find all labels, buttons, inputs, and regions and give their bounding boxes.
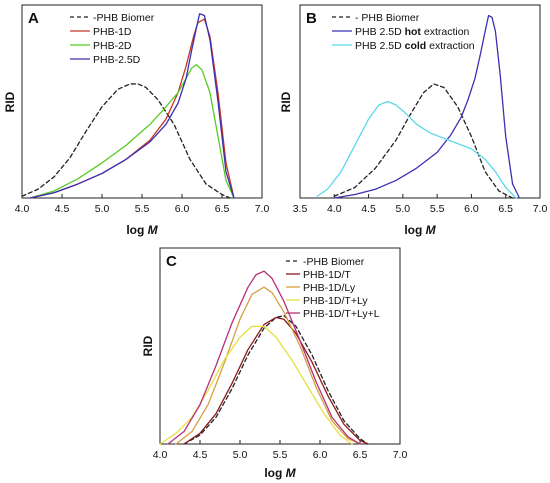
panel-b-legend: - PHB Biomer PHB 2.5D hot extraction PHB 2…	[332, 12, 475, 52]
panel-b-xlabel-var: M	[426, 223, 437, 237]
panel-c: C RID log M 4.0 4.5 5.0 5.5 6.0 6.5 7.0 -PHB B…	[141, 247, 408, 480]
panel-b-series-line-1	[333, 14, 521, 199]
panel-b-xtick-label: 7.0	[533, 203, 548, 215]
panel-c-xtick-label: 5.5	[273, 449, 288, 461]
panel-a: A RID log M 4.0 4.5 5.0 5.5 6.0 6.5 7.0 -PHB B…	[3, 4, 270, 237]
panel-b-legend-label-1: PHB 2.5D hot extraction	[355, 26, 470, 38]
panel-b-xtick-label: 5.5	[430, 203, 445, 215]
panel-a-xtick-label: 6.0	[175, 203, 190, 215]
panel-c-xtick-label: 5.0	[233, 449, 248, 461]
panel-c-xlabel-log: log	[264, 466, 282, 480]
panel-c-xtick-label: 7.0	[393, 449, 408, 461]
panel-a-xtick-label: 7.0	[255, 203, 270, 215]
panel-c-legend-label-2: PHB-1D/Ly	[303, 282, 356, 294]
panel-a-ticks: 4.0 4.5 5.0 5.5 6.0 6.5 7.0	[15, 194, 270, 215]
panel-a-letter: A	[28, 10, 39, 27]
panel-a-legend: -PHB Biomer PHB-1D PHB-2D PHB-2.5D	[70, 12, 155, 66]
panel-c-legend-label-3: PHB-1D/T+Ly	[303, 295, 368, 307]
panel-c-series-line-1	[183, 316, 369, 445]
panel-a-xtick-label: 4.0	[15, 203, 30, 215]
panel-a-curves	[21, 13, 235, 199]
panel-b-frame	[299, 4, 541, 199]
panel-b-xlabel: log M	[404, 223, 436, 237]
panel-b-xtick-label: 6.5	[498, 203, 513, 215]
panel-c-series-line-2	[175, 286, 361, 445]
panel-a-xlabel: log M	[126, 223, 158, 237]
panel-c-series-line-4	[167, 270, 361, 445]
panel-c-legend-label-1: PHB-1D/T	[303, 269, 351, 281]
panel-c-ticks: 4.0 4.5 5.0 5.5 6.0 6.5 7.0	[153, 440, 408, 461]
panel-a-ylabel: RID	[3, 91, 17, 112]
panel-a-legend-label-3: PHB-2.5D	[93, 54, 141, 66]
panel-b-legend-label-0: - PHB Biomer	[355, 12, 420, 24]
panel-a-legend-label-0: -PHB Biomer	[93, 12, 155, 24]
panel-a-legend-label-1: PHB-1D	[93, 26, 132, 38]
panel-c-xtick-label: 4.0	[153, 449, 168, 461]
panel-b-letter: B	[306, 10, 317, 27]
panel-c-frame	[159, 247, 401, 445]
panel-b-ylabel: RID	[279, 91, 293, 112]
panel-c-curves	[159, 270, 369, 445]
panel-b-xtick-label: 6.0	[464, 203, 479, 215]
panel-b-xtick-label: 3.5	[293, 203, 308, 215]
panel-a-xlabel-var: M	[148, 223, 159, 237]
panel-a-series-line-3	[29, 13, 235, 199]
panel-c-xtick-label: 4.5	[193, 449, 208, 461]
panel-a-xtick-label: 6.5	[215, 203, 230, 215]
panel-b-legend-label-2: PHB 2.5D cold extraction	[355, 40, 475, 52]
panel-c-series-line-0	[183, 315, 369, 445]
panel-b-xlabel-log: log	[404, 223, 422, 237]
panel-a-legend-label-2: PHB-2D	[93, 40, 132, 52]
panel-c-xtick-label: 6.5	[353, 449, 368, 461]
panel-c-ylabel: RID	[141, 335, 155, 356]
panel-b-ticks: 3.5 4.0 4.5 5.0 5.5 6.0 6.5 7.0	[293, 194, 548, 215]
panel-a-xlabel-log: log	[126, 223, 144, 237]
panel-c-xlabel-var: M	[286, 466, 297, 480]
panel-a-series-line-1	[29, 18, 235, 199]
panel-b-xtick-label: 5.0	[396, 203, 411, 215]
panel-c-xlabel: log M	[264, 466, 296, 480]
panel-c-legend-label-0: -PHB Biomer	[303, 256, 365, 268]
panel-a-series-line-2	[29, 64, 235, 199]
panel-a-series-line-0	[21, 83, 231, 199]
panel-b: B RID log M 3.5 4.0 4.5 5.0 5.5 6.0 6.5 7.0 - P…	[279, 4, 548, 237]
panel-c-legend: -PHB BiomerPHB-1D/TPHB-1D/LyPHB-1D/T+LyP…	[286, 256, 380, 320]
panel-c-xtick-label: 6.0	[313, 449, 328, 461]
panel-b-series-line-2	[316, 100, 517, 199]
panel-c-letter: C	[166, 253, 177, 270]
panel-a-xtick-label: 5.0	[95, 203, 110, 215]
panel-c-legend-label-4: PHB-1D/T+Ly+L	[303, 308, 380, 320]
panel-b-xtick-label: 4.5	[361, 203, 376, 215]
panel-b-xtick-label: 4.0	[327, 203, 342, 215]
panel-a-xtick-label: 4.5	[55, 203, 70, 215]
panel-b-curves	[316, 14, 521, 199]
panel-a-xtick-label: 5.5	[135, 203, 150, 215]
panel-b-series-line-0	[333, 83, 514, 199]
